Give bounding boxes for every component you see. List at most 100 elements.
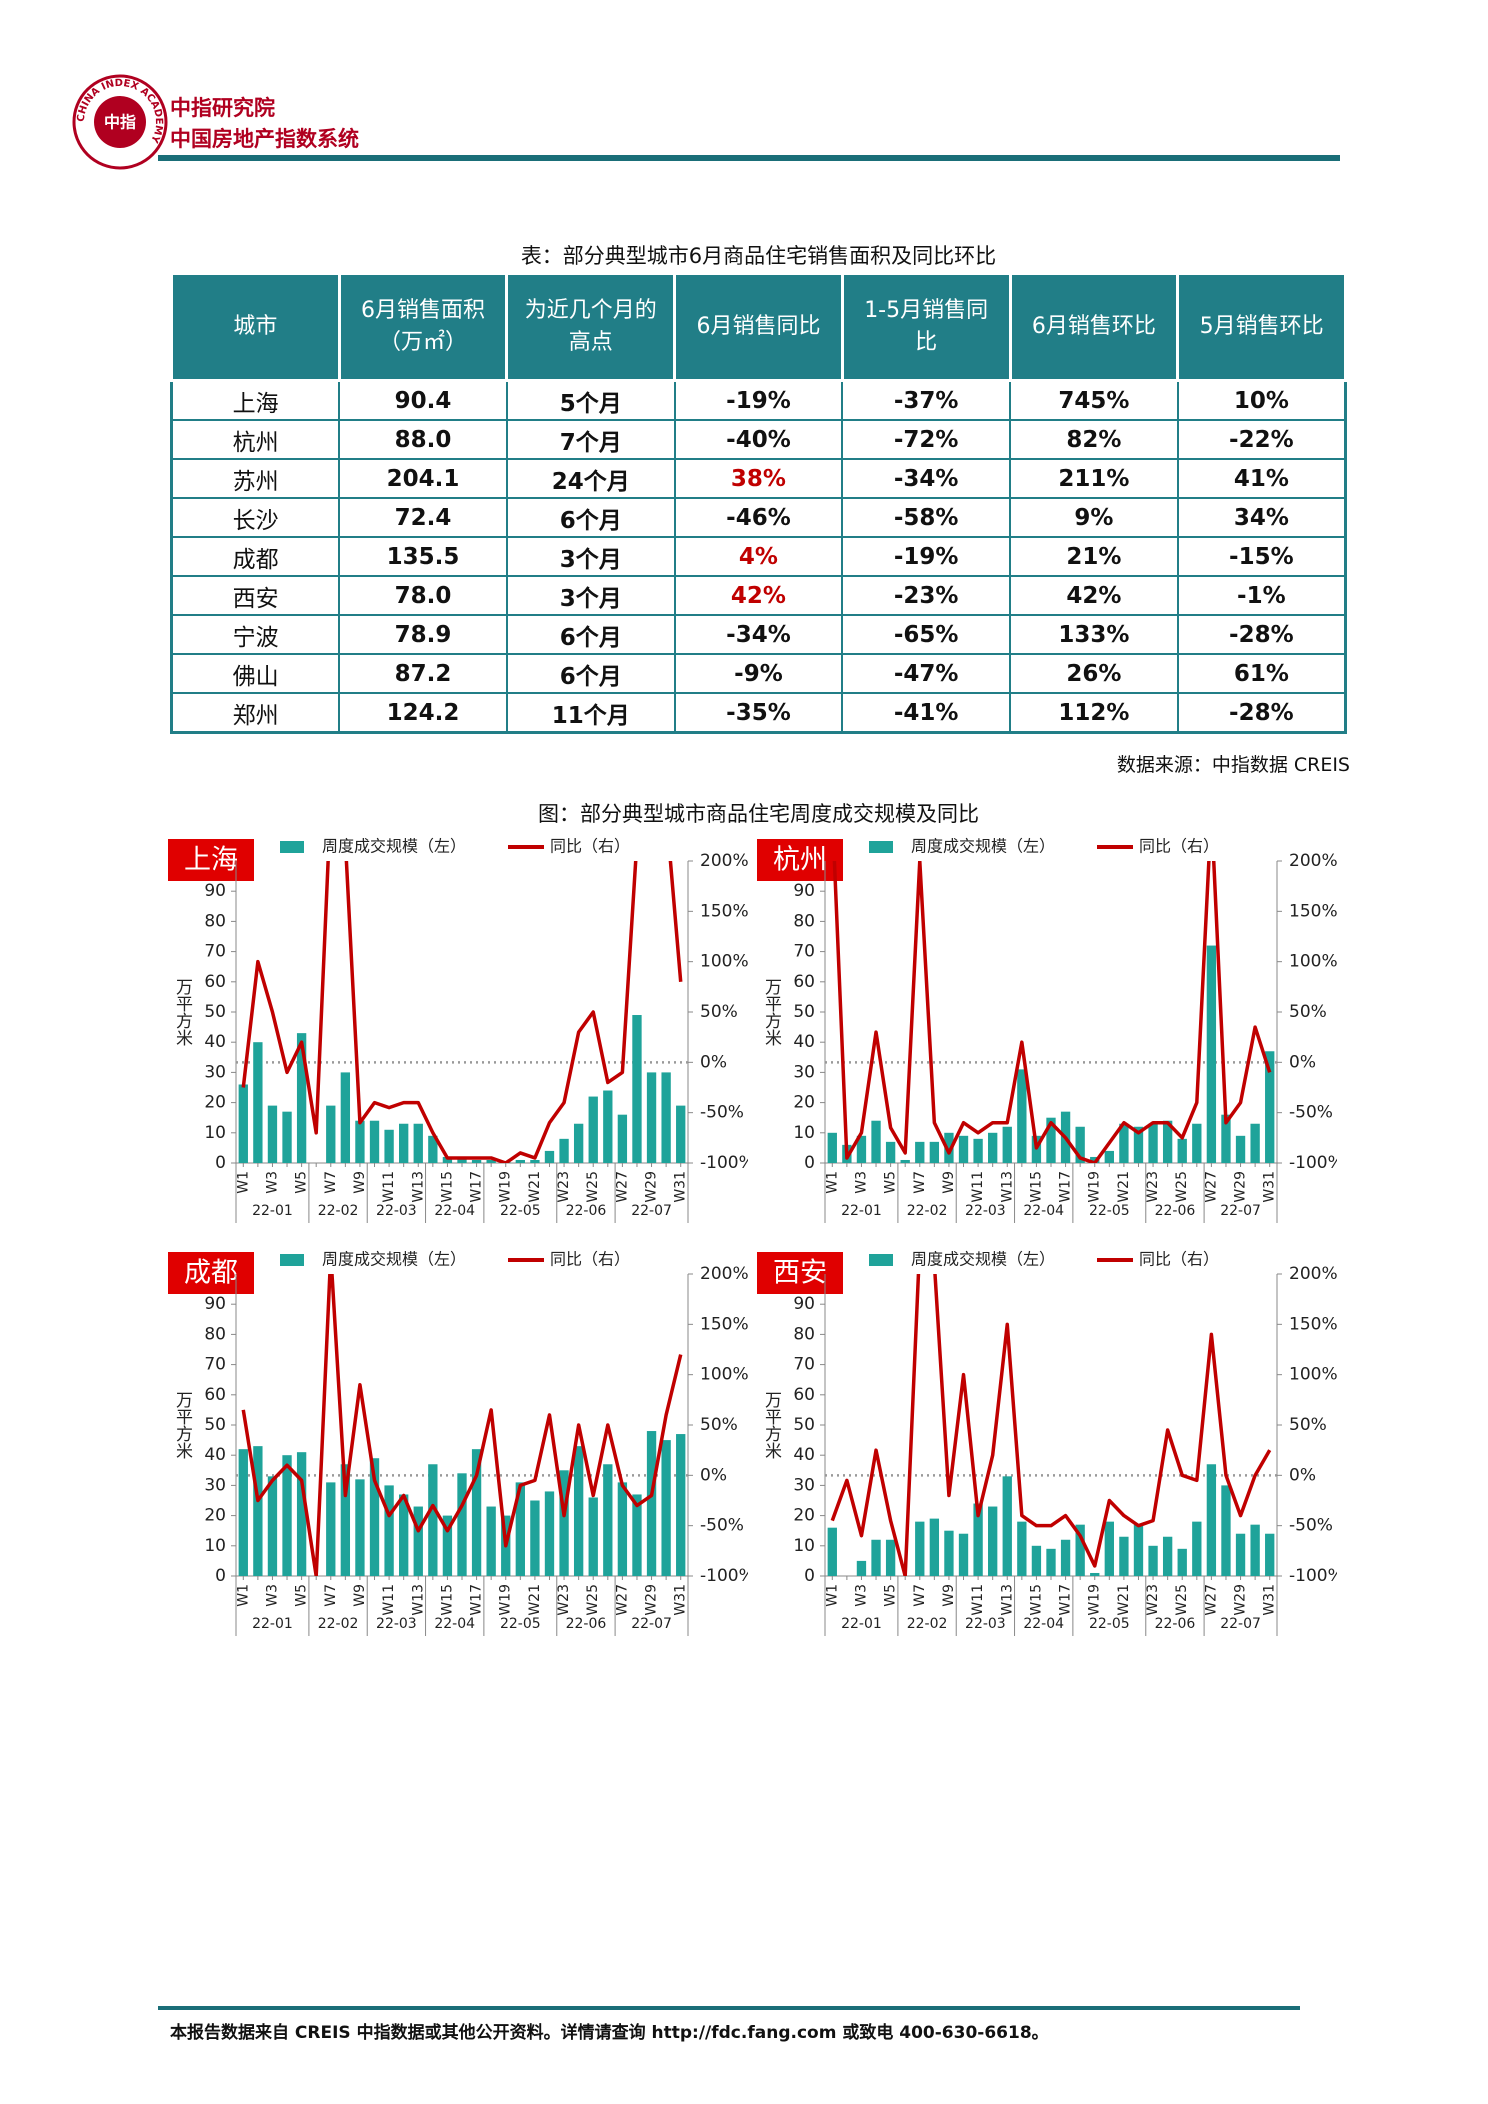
table-cell: 87.2 <box>338 653 508 694</box>
bar <box>871 1539 881 1576</box>
legend-swatch <box>869 1254 893 1266</box>
table-cell: 西安 <box>170 575 341 616</box>
table-source: 数据来源：中指数据 CREIS <box>1116 754 1350 776</box>
x-tick-label: W19 <box>498 1584 514 1616</box>
bar <box>1090 1572 1100 1576</box>
column-header: 城市 <box>170 272 341 382</box>
legend-swatch <box>869 841 893 853</box>
y2-tick-label: 0% <box>1289 1465 1316 1485</box>
y-tick-label: 90 <box>204 881 226 901</box>
y-tick-label: 20 <box>204 1093 226 1113</box>
bar <box>1235 1533 1246 1576</box>
bar <box>559 1470 569 1576</box>
group-label: 22-02 <box>318 1616 359 1632</box>
y2-tick-label: 100% <box>1289 1365 1337 1385</box>
group-label: 22-04 <box>434 1616 475 1632</box>
column-header: 6月销售环比 <box>1008 272 1180 382</box>
x-tick-label: W13 <box>410 1171 426 1203</box>
bar <box>588 1497 598 1576</box>
bar <box>544 1491 555 1576</box>
table-cell: 宁波 <box>170 614 341 655</box>
x-tick-label: W25 <box>585 1171 601 1203</box>
city-box <box>757 839 843 881</box>
table-row: 郑州 124.2 11个月 -35% -41% 112% -28% <box>170 692 1347 734</box>
line <box>832 861 1272 1163</box>
x-tick-label: W21 <box>1116 1584 1132 1616</box>
x-tick-label: W1 <box>235 1584 251 1607</box>
bar <box>1090 1156 1100 1163</box>
x-tick-label: W5 <box>883 1584 899 1607</box>
bar <box>471 1159 482 1163</box>
y2-tick-label: 0% <box>1289 1052 1316 1072</box>
bar <box>988 1132 998 1163</box>
group-label: 22-02 <box>907 1203 948 1219</box>
table-cell: 6个月 <box>505 497 676 538</box>
group-label: 22-06 <box>1155 1203 1196 1219</box>
group-label: 22-07 <box>631 1616 672 1632</box>
table-cell: -37% <box>841 379 1012 421</box>
y-tick-label: 80 <box>204 1324 226 1344</box>
bar <box>1250 1123 1260 1163</box>
table-cell: 成都 <box>170 536 341 577</box>
y2-tick-label: 50% <box>700 1415 738 1435</box>
bar <box>1133 1524 1144 1576</box>
table-cell: 佛山 <box>170 653 341 694</box>
bar <box>1002 1126 1012 1163</box>
group-label: 22-06 <box>566 1616 607 1632</box>
bar <box>871 1120 881 1163</box>
y-tick-label: 50 <box>204 1002 226 1022</box>
table-cell: -58% <box>841 497 1012 538</box>
y-tick-label: 10 <box>793 1123 815 1143</box>
table-cell: -46% <box>673 497 844 538</box>
x-tick-label: W9 <box>941 1171 957 1194</box>
table-cell: -72% <box>841 419 1012 460</box>
x-tick-label: W7 <box>912 1584 928 1607</box>
bar <box>676 1105 686 1163</box>
bar <box>1075 1524 1085 1576</box>
y2-tick-label: 100% <box>1289 952 1337 972</box>
y2-tick-label: 150% <box>700 1314 748 1334</box>
x-tick-label: W11 <box>381 1171 397 1203</box>
line <box>830 1274 1272 1576</box>
x-tick-label: W9 <box>352 1584 368 1607</box>
chart: 成都 0 10 20 30 40 50 60 70 80 90 -100% -50% 0% 50% 100% 1… <box>168 1250 748 1636</box>
y-tick-label: 20 <box>793 1506 815 1526</box>
bar <box>296 1452 307 1576</box>
table-cell: 82% <box>1009 419 1179 460</box>
x-tick-label: W1 <box>235 1171 251 1194</box>
x-tick-label: W31 <box>673 1171 689 1203</box>
table-cell: -35% <box>673 692 844 734</box>
bar <box>958 1533 969 1576</box>
y-tick-label: 0 <box>804 1153 815 1173</box>
legend-label: 周度成交规模（左） <box>911 837 1055 856</box>
bar <box>900 1159 910 1163</box>
table-cell: 78.0 <box>338 575 508 616</box>
x-tick-label: W23 <box>1145 1171 1161 1203</box>
x-tick-label: W11 <box>381 1584 397 1616</box>
y2-tick-label: 150% <box>700 901 748 921</box>
bar <box>944 1530 954 1576</box>
bar <box>929 1518 940 1576</box>
table-cell: -40% <box>673 419 844 460</box>
bar <box>355 1479 365 1576</box>
bar <box>856 1135 867 1163</box>
bar <box>588 1096 598 1163</box>
table-cell: 90.4 <box>338 379 508 421</box>
bar <box>515 1159 525 1163</box>
table-cell: 上海 <box>170 379 341 421</box>
y-tick-label: 60 <box>793 1385 815 1405</box>
city-box <box>168 1252 254 1294</box>
header-rule <box>158 155 1340 161</box>
y-tick-label: 40 <box>793 1032 815 1052</box>
group-label: 22-07 <box>1220 1616 1261 1632</box>
line <box>241 1274 683 1576</box>
bar <box>632 1015 642 1163</box>
table-cell: 6个月 <box>505 653 676 694</box>
bar <box>1148 1545 1158 1576</box>
x-tick-label: W11 <box>970 1171 986 1203</box>
bar <box>1046 1117 1056 1163</box>
x-tick-label: W3 <box>853 1171 869 1194</box>
bar <box>646 1072 657 1163</box>
table-cell: 4% <box>673 536 844 577</box>
